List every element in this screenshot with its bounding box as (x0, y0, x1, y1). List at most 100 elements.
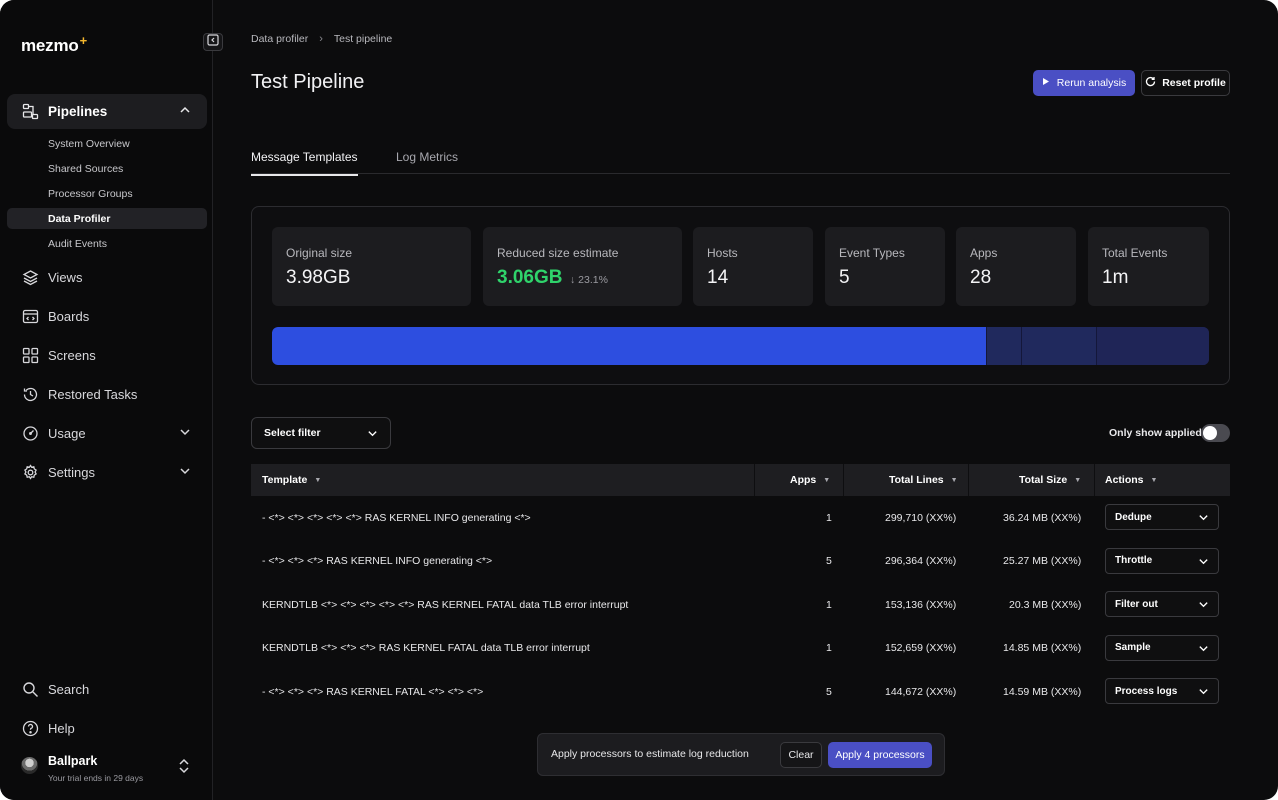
stat-event-types: Event Types 5 (825, 227, 945, 306)
table-row[interactable]: - <*> <*> <*> RAS KERNEL FATAL <*> <*> <… (251, 670, 1230, 714)
chevron-down-icon (1198, 643, 1209, 657)
stat-value: 3.06GB (497, 267, 563, 288)
action-select[interactable]: Process logs (1105, 678, 1219, 704)
page-title: Test Pipeline (251, 71, 365, 93)
table-row[interactable]: - <*> <*> <*> RAS KERNEL INFO generating… (251, 540, 1230, 584)
size-reduction-bar-segment (1021, 327, 1096, 365)
column-header-apps[interactable]: Apps ▼ (790, 474, 831, 486)
chevron-down-icon[interactable] (179, 426, 191, 441)
filter-select[interactable]: Select filter (251, 417, 391, 449)
sidebar-item-help[interactable]: Help (7, 711, 207, 745)
column-header-total-lines[interactable]: Total Lines ▼ (889, 474, 958, 486)
column-divider (968, 464, 969, 496)
stat-value: 28 (970, 267, 992, 288)
chevron-down-icon (1198, 512, 1209, 526)
action-select[interactable]: Dedupe (1105, 504, 1219, 530)
cell-total-size: 14.59 MB (XX%) (1003, 685, 1082, 698)
sidebar-item-label: Restored Tasks (48, 386, 138, 402)
chevron-up-icon[interactable] (179, 104, 191, 119)
layers-icon (21, 268, 39, 286)
sort-icon: ▼ (1074, 476, 1082, 484)
action-select[interactable]: Sample (1105, 634, 1219, 661)
sidebar-item-screens[interactable]: Screens (7, 338, 207, 372)
size-reduction-bar (272, 327, 1209, 365)
sidebar-item-boards[interactable]: Boards (7, 299, 207, 333)
sidebar-item-settings[interactable]: Settings (7, 455, 207, 489)
cell-total-size: 36.24 MB (XX%) (1003, 511, 1082, 524)
table-row[interactable]: KERNDTLB <*> <*> <*> RAS KERNEL FATAL da… (251, 627, 1230, 671)
user-menu[interactable]: Ballpark Your trial ends in 29 days (21, 752, 201, 786)
sidebar-item-usage[interactable]: Usage (7, 416, 207, 450)
only-applied-toggle[interactable] (1201, 424, 1230, 442)
table-header: Template ▼ Apps ▼ Total Lines ▼ Total Size ▼… (251, 464, 1230, 496)
size-reduction-bar-segment (986, 327, 1021, 365)
cell-total-size: 20.3 MB (XX%) (1009, 598, 1082, 611)
cell-apps: 5 (826, 555, 832, 568)
sidebar-item-restored-tasks[interactable]: Restored Tasks (7, 377, 207, 411)
rerun-label: Rerun analysis (1056, 77, 1127, 89)
size-reduction-bar-segment (1096, 327, 1209, 365)
sidebar-subitem-data-profiler[interactable]: Data Profiler (7, 208, 207, 229)
sidebar-subitem-audit-events[interactable]: Audit Events (48, 237, 107, 250)
reset-profile-button[interactable]: Reset profile (1141, 70, 1230, 96)
stat-label: Hosts (707, 246, 738, 260)
sort-icon: ▼ (950, 476, 958, 484)
user-name: Ballpark (48, 754, 98, 768)
cell-total-lines: 296,364 (XX%) (885, 555, 957, 568)
gear-icon (21, 463, 39, 481)
breadcrumb-separator: › (319, 33, 323, 45)
cell-total-lines: 152,659 (XX%) (885, 642, 957, 655)
stat-value: 3.98GB (286, 267, 351, 288)
history-icon (21, 385, 39, 403)
sidebar-item-views[interactable]: Views (7, 260, 207, 294)
tab-log-metrics[interactable]: Log Metrics (396, 150, 459, 164)
action-select-value: Throttle (1115, 555, 1153, 566)
trial-notice: Your trial ends in 29 days (48, 773, 144, 783)
stat-value: 5 (839, 267, 850, 288)
toggle-knob (1203, 426, 1217, 440)
collapse-icon (207, 33, 219, 51)
pipelines-icon (21, 103, 39, 121)
cell-total-lines: 153,136 (XX%) (885, 598, 957, 611)
sidebar-item-label: Help (48, 720, 75, 736)
sidebar-subitem-processor-groups[interactable]: Processor Groups (48, 187, 133, 200)
reset-label: Reset profile (1162, 77, 1226, 89)
table-row[interactable]: - <*> <*> <*> <*> <*> RAS KERNEL INFO ge… (251, 496, 1230, 540)
chevron-down-icon (367, 428, 378, 442)
table-row[interactable]: KERNDTLB <*> <*> <*> <*> <*> RAS KERNEL … (251, 583, 1230, 627)
tab-message-templates[interactable]: Message Templates (251, 150, 358, 176)
cell-total-size: 25.27 MB (XX%) (1003, 555, 1082, 568)
sidebar-subitem-system-overview[interactable]: System Overview (48, 137, 130, 150)
grid-icon (21, 346, 39, 364)
stats-panel: Original size 3.98GB Reduced size estima… (251, 206, 1230, 385)
breadcrumb-link[interactable]: Data profiler (251, 33, 309, 45)
stat-reduced-size: Reduced size estimate 3.06GB ↓ 23.1% (483, 227, 682, 306)
sidebar-subitem-shared-sources[interactable]: Shared Sources (48, 162, 124, 175)
collapse-sidebar-button[interactable] (203, 33, 223, 51)
apply-processors-button[interactable]: Apply 4 processors (828, 742, 932, 768)
cell-template: - <*> <*> <*> RAS KERNEL INFO generating… (262, 555, 493, 568)
clear-button[interactable]: Clear (780, 742, 822, 768)
sidebar-item-pipelines[interactable]: Pipelines (7, 94, 207, 129)
stat-delta: ↓ 23.1% (570, 274, 608, 286)
sidebar-item-label: Views (48, 269, 83, 285)
column-divider (843, 464, 844, 496)
action-select[interactable]: Throttle (1105, 547, 1219, 574)
column-divider (754, 464, 755, 496)
column-divider (1094, 464, 1095, 496)
chevron-updown-icon[interactable] (178, 758, 190, 779)
action-select[interactable]: Filter out (1105, 591, 1219, 617)
rerun-analysis-button[interactable]: Rerun analysis (1033, 70, 1135, 96)
sidebar-item-label: Pipelines (48, 104, 108, 119)
stat-label: Total Events (1102, 246, 1168, 260)
stat-original-size: Original size 3.98GB (272, 227, 471, 306)
gauge-icon (21, 424, 39, 442)
column-header-template[interactable]: Template ▼ (262, 474, 322, 486)
column-header-total-size[interactable]: Total Size ▼ (1019, 474, 1082, 486)
chevron-down-icon[interactable] (179, 465, 191, 480)
logo[interactable]: mezmo+ (21, 33, 87, 55)
size-reduction-bar-fill (272, 327, 986, 365)
column-header-actions[interactable]: Actions ▼ (1105, 474, 1158, 486)
sidebar-item-search[interactable]: Search (7, 672, 207, 706)
